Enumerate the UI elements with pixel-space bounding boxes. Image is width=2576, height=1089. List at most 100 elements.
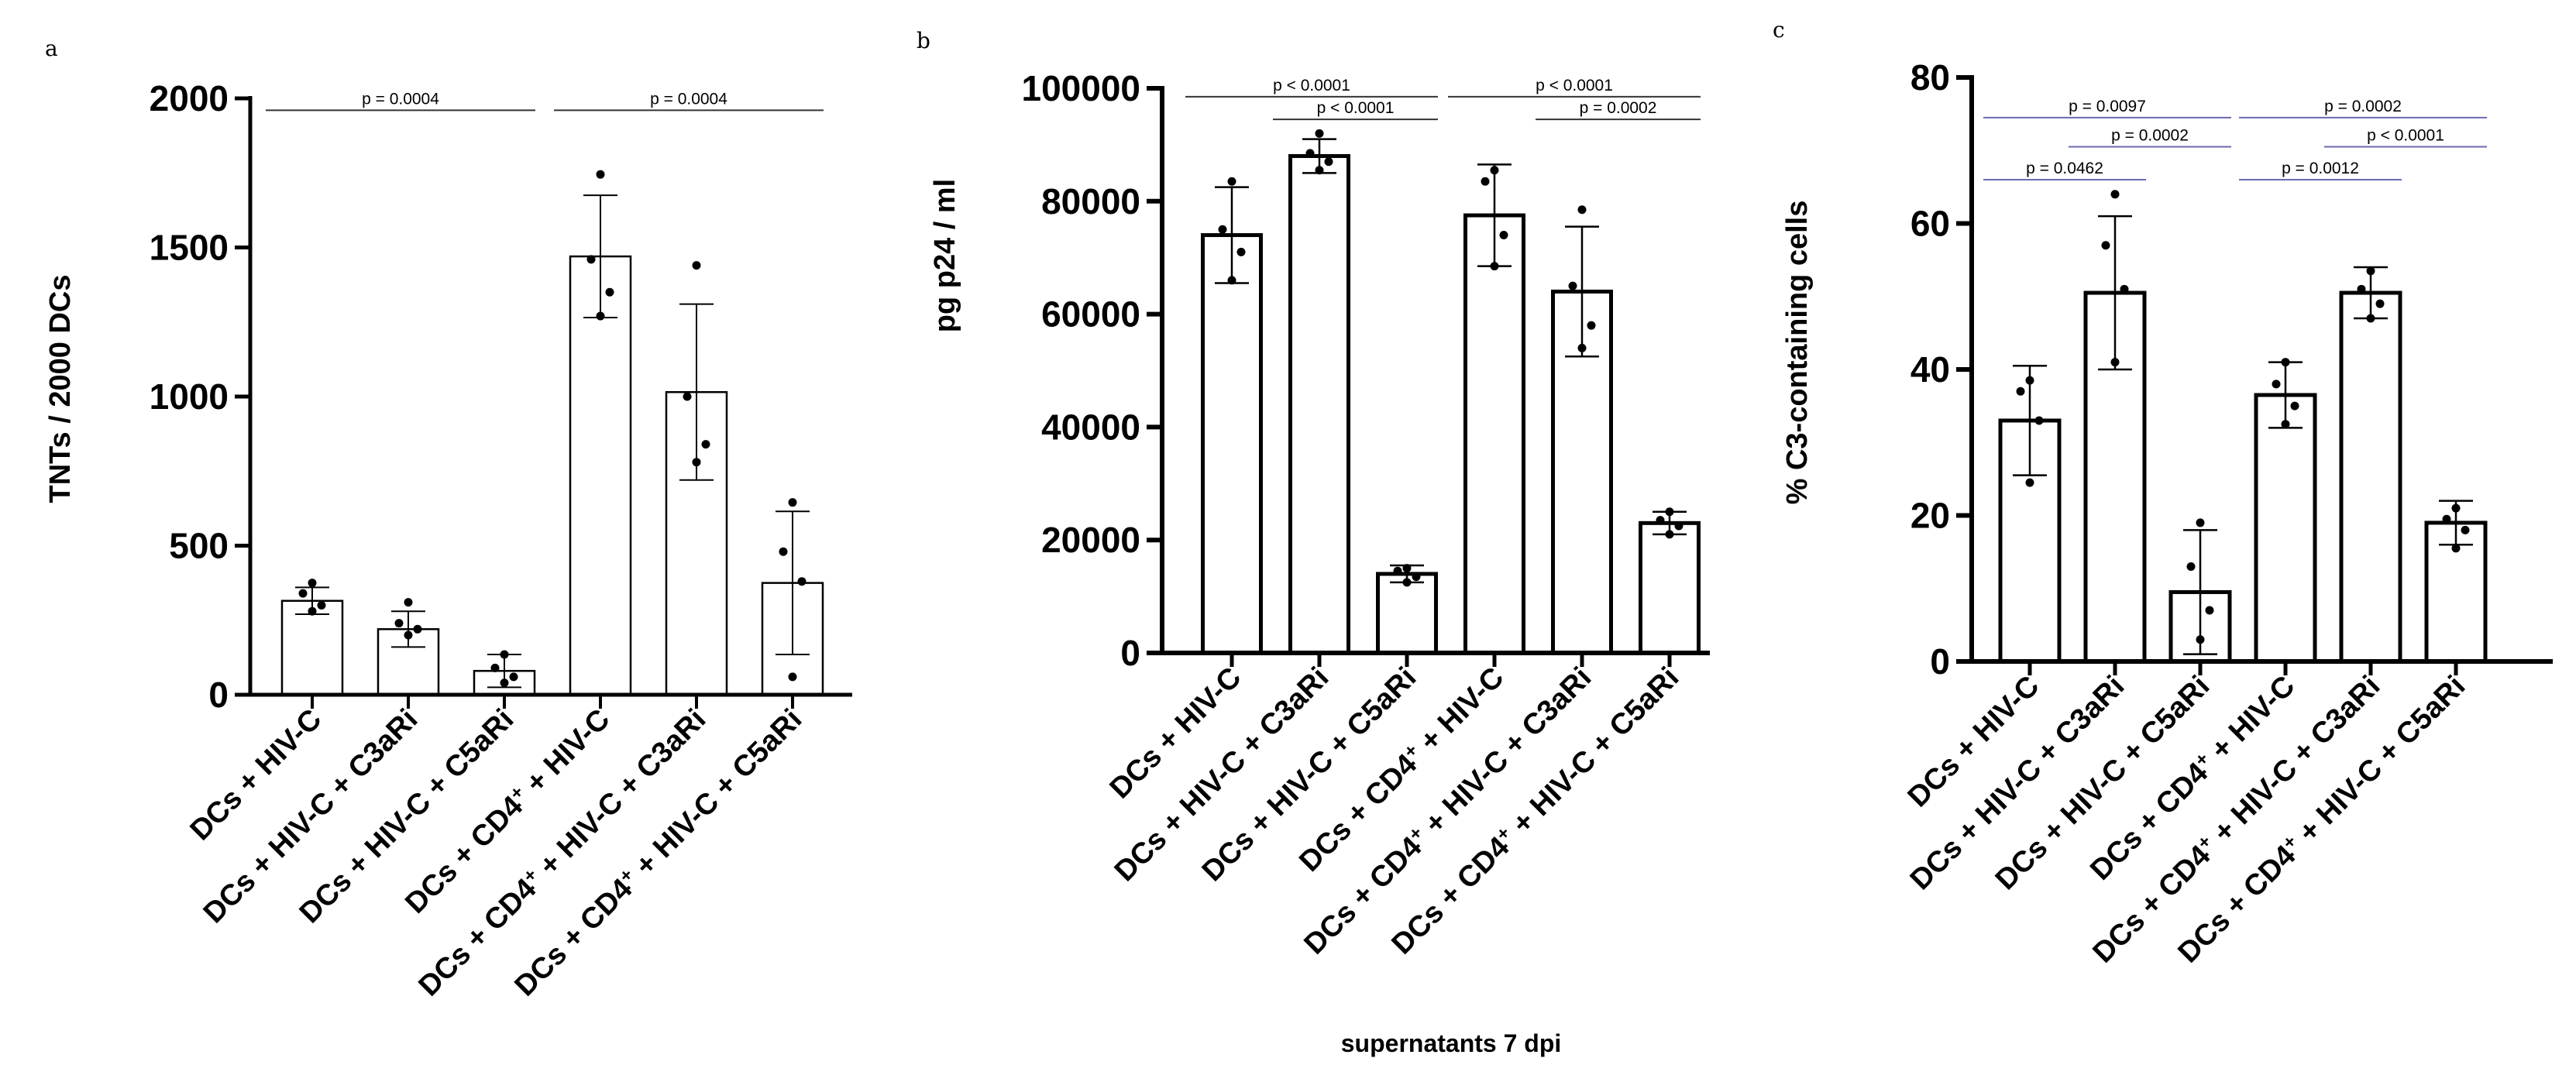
bar [665,390,728,696]
data-point [2461,525,2470,534]
bar [569,255,632,696]
data-point [2451,544,2461,553]
data-point [2366,266,2375,276]
y-tick-label: 80 [1911,57,1950,98]
data-point [2357,284,2366,294]
data-point [596,311,605,321]
y-axis-label: % C3-containing cells [1781,201,1814,505]
data-point [2034,416,2044,425]
y-axis-label: pg p24 / ml [929,179,961,332]
p-value-annotation: p < 0.0001 [1317,99,1395,117]
data-point [1315,129,1324,138]
data-point [1674,521,1684,531]
data-point [1481,177,1490,186]
panel-letter: b [917,28,930,53]
p-value-annotation: p = 0.0462 [2026,160,2103,177]
data-point [692,261,701,270]
data-point [1568,281,1577,290]
data-point [308,606,317,616]
y-tick-label: 20 [1911,496,1950,536]
data-point [317,601,326,610]
data-point [2186,562,2196,571]
data-point [779,547,788,556]
data-point [692,458,701,467]
y-tick-label: 0 [1930,641,1950,682]
data-point [2101,241,2110,250]
y-tick-label: 20000 [1041,520,1140,560]
data-point [1393,566,1402,575]
data-point [701,440,710,449]
error-bar [2098,215,2132,371]
x-tick-label-text: + HIV-C + C3aRi [528,703,713,888]
y-tick-label: 500 [169,526,229,566]
x-axis-label: supernatants 7 dpi [1341,1029,1562,1057]
y-tick-label: 80000 [1041,181,1140,222]
data-point [413,624,422,634]
data-point [500,678,509,688]
y-tick-label: 100000 [1022,68,1141,108]
p-value-annotation: p = 0.0004 [650,90,727,108]
y-tick-label: 60000 [1041,294,1140,335]
data-point [1665,507,1674,517]
y-tick-label: 40 [1911,349,1950,390]
data-point [1587,321,1596,330]
data-point [1236,247,1246,256]
data-point [298,589,308,598]
data-point [1305,149,1315,158]
p-value-annotation: p = 0.0002 [2324,98,2402,115]
data-point [2025,478,2034,487]
y-tick-label: 40000 [1041,407,1140,447]
data-point [1490,166,1499,175]
data-point [1656,516,1665,525]
data-point [683,392,692,401]
data-point [308,579,317,588]
data-point [2290,401,2299,411]
p-value-annotation: p = 0.0097 [2069,98,2146,115]
data-point [2272,380,2281,389]
y-axis-label: TNTs / 2000 DCs [44,275,77,503]
data-point [1315,166,1324,175]
data-point [2442,514,2451,524]
data-point [1499,231,1508,240]
data-point [394,619,404,628]
y-tick-label: 0 [1120,633,1140,673]
data-point [1227,177,1236,186]
p-value-annotation: p = 0.0012 [2282,160,2359,177]
data-point [2196,635,2205,644]
error-bar [776,510,810,656]
data-point [2281,420,2290,429]
p-value-annotation: p = 0.0004 [362,90,439,108]
y-tick-label: 0 [208,675,229,715]
data-point [586,255,596,264]
p-value-annotation: p = 0.0002 [1580,99,1657,117]
bar [280,599,344,696]
data-point [788,672,797,682]
data-point [1218,225,1227,234]
x-tick-label-text: + HIV-C + C5aRi [624,703,809,888]
error-bar [391,610,425,648]
bar [1639,520,1701,655]
error-bar [1565,225,1599,358]
data-point [2196,518,2205,527]
data-point [788,498,797,507]
data-point [2281,358,2290,367]
bar [1288,153,1350,655]
data-point [1577,343,1587,352]
y-tick-label: 60 [1911,204,1950,244]
chart-panel-b: b pg p24 / ml supernatants 7 dpi 0 20000 4000… [917,28,1710,1057]
data-point [1577,205,1587,215]
data-point [2025,376,2034,385]
p-value-annotation: p = 0.0002 [2111,127,2189,145]
data-point [1324,157,1333,167]
bar [2254,393,2317,664]
data-point [490,663,500,672]
panel-letter: c [1773,17,1785,43]
data-point [797,577,807,586]
y-tick-label: 1500 [150,228,229,268]
data-point [2375,299,2385,308]
p-value-annotation: p < 0.0001 [1536,77,1613,94]
data-point [2366,314,2375,323]
